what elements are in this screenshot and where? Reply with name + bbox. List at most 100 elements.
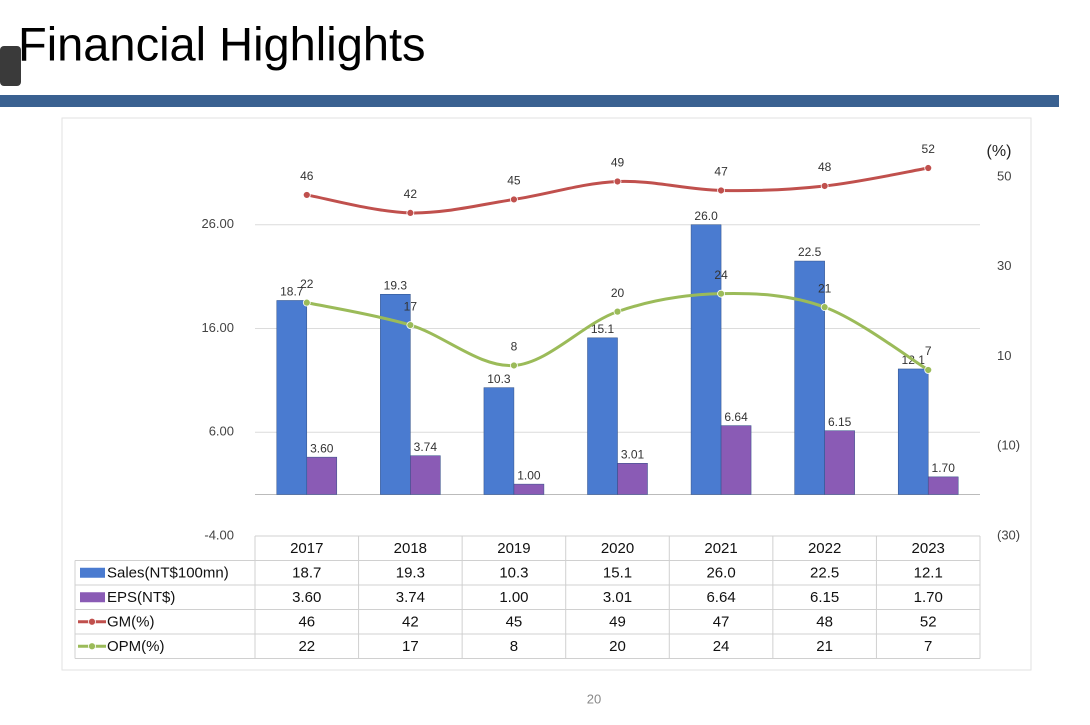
- bar-value-label: 18.7: [280, 285, 304, 299]
- table-cell: 18.7: [292, 565, 321, 582]
- table-cell: 3.01: [603, 589, 632, 606]
- line-value-label: 47: [714, 165, 728, 179]
- bar: [720, 425, 752, 495]
- line-value-label: 21: [818, 281, 832, 295]
- bar-value-label: 3.74: [414, 440, 438, 454]
- bar: [587, 337, 618, 495]
- line-value-label: 17: [404, 299, 418, 313]
- line-point: [613, 307, 622, 316]
- legend-swatch: [88, 617, 96, 626]
- line-point: [613, 177, 622, 186]
- line-point: [717, 289, 725, 298]
- table-cell: 24: [713, 638, 730, 655]
- table-cell: 46: [298, 614, 315, 631]
- slide-title: Financial Highlights: [18, 17, 426, 70]
- line-point: [820, 303, 829, 312]
- bar-value-label: 22.5: [798, 245, 822, 259]
- line-point: [717, 186, 725, 195]
- line-value-label: 22: [300, 277, 314, 291]
- bar-value-label: 26.0: [694, 209, 718, 223]
- y-tick-label: 26.00: [201, 216, 234, 231]
- table-cell: 6.15: [810, 589, 839, 606]
- table-cell: 7: [924, 638, 932, 655]
- line-value-label: 42: [404, 187, 418, 201]
- legend-label: OPM(%): [107, 638, 165, 655]
- bar: [513, 483, 545, 495]
- table-cell: 49: [609, 614, 626, 631]
- legend-label: Sales(NT$100mn): [107, 565, 229, 582]
- table-cell: 45: [506, 614, 523, 631]
- bar: [794, 260, 825, 495]
- table-header: 2020: [601, 540, 634, 557]
- line-value-label: 49: [611, 156, 625, 170]
- line-value-label: 46: [300, 169, 314, 183]
- bar: [617, 463, 648, 495]
- line-point: [924, 366, 933, 374]
- table-cell: 42: [402, 614, 419, 631]
- table-cell: 3.60: [292, 589, 321, 606]
- table-cell: 21: [816, 638, 833, 655]
- y2-tick-label: 50: [997, 168, 1011, 183]
- table-cell: 3.74: [396, 589, 425, 606]
- table-cell: 15.1: [603, 565, 632, 582]
- bar: [306, 456, 338, 495]
- table-header: 2023: [912, 540, 945, 557]
- line-point: [924, 164, 933, 172]
- line-value-label: 52: [922, 142, 936, 156]
- bar-value-label: 3.60: [310, 441, 334, 455]
- table-header: 2018: [394, 540, 427, 557]
- bar: [276, 300, 308, 495]
- legend-label: GM(%): [107, 614, 155, 631]
- y2-tick-label: (10): [997, 438, 1020, 453]
- y-tick-label: -4.00: [204, 527, 234, 542]
- bar-value-label: 6.15: [828, 415, 852, 429]
- bar: [483, 387, 515, 495]
- bar-value-label: 6.64: [724, 410, 748, 424]
- table-cell: 20: [609, 638, 626, 655]
- chart-frame: [61, 117, 1032, 671]
- table-cell: 48: [816, 614, 833, 631]
- line-point: [406, 321, 415, 329]
- table-header: 2017: [290, 540, 323, 557]
- line-value-label: 48: [818, 160, 832, 174]
- line-value-label: 8: [511, 340, 518, 354]
- table-cell: 19.3: [396, 565, 425, 582]
- table-cell: 8: [510, 638, 518, 655]
- page-number: 20: [587, 691, 601, 706]
- legend-swatch: [80, 592, 105, 603]
- legend-label: EPS(NT$): [107, 589, 175, 606]
- y-tick-label: 6.00: [209, 424, 234, 439]
- table-cell: 12.1: [914, 565, 943, 582]
- table-cell: 1.00: [499, 589, 528, 606]
- table-cell: 52: [920, 614, 937, 631]
- line-value-label: 24: [714, 268, 728, 282]
- line-point: [302, 298, 311, 307]
- bar: [690, 224, 722, 495]
- table-cell: 47: [713, 614, 730, 631]
- y2-axis-label: (%): [987, 143, 1012, 160]
- y2-tick-label: 30: [997, 258, 1011, 273]
- table-cell: 22.5: [810, 565, 839, 582]
- window-icon: [0, 46, 21, 86]
- bar-value-label: 15.1: [591, 322, 615, 336]
- bar-value-label: 1.70: [932, 461, 956, 475]
- table-cell: 22: [298, 638, 315, 655]
- line-value-label: 45: [507, 174, 521, 188]
- line-value-label: 20: [611, 286, 625, 300]
- bar-value-label: 1.00: [517, 468, 541, 482]
- bar: [380, 293, 411, 495]
- y-tick-label: 16.00: [201, 320, 234, 335]
- table-cell: 10.3: [499, 565, 528, 582]
- bar: [824, 430, 855, 495]
- table-cell: 17: [402, 638, 419, 655]
- y2-tick-label: (30): [997, 527, 1020, 542]
- y2-tick-label: 10: [997, 348, 1011, 363]
- table-header: 2022: [808, 540, 841, 557]
- bar: [897, 368, 929, 495]
- table-cell: 26.0: [706, 565, 735, 582]
- table-header: 2021: [704, 540, 737, 557]
- table-cell: 1.70: [914, 589, 943, 606]
- line-point: [302, 191, 311, 199]
- bar-value-label: 19.3: [384, 278, 408, 292]
